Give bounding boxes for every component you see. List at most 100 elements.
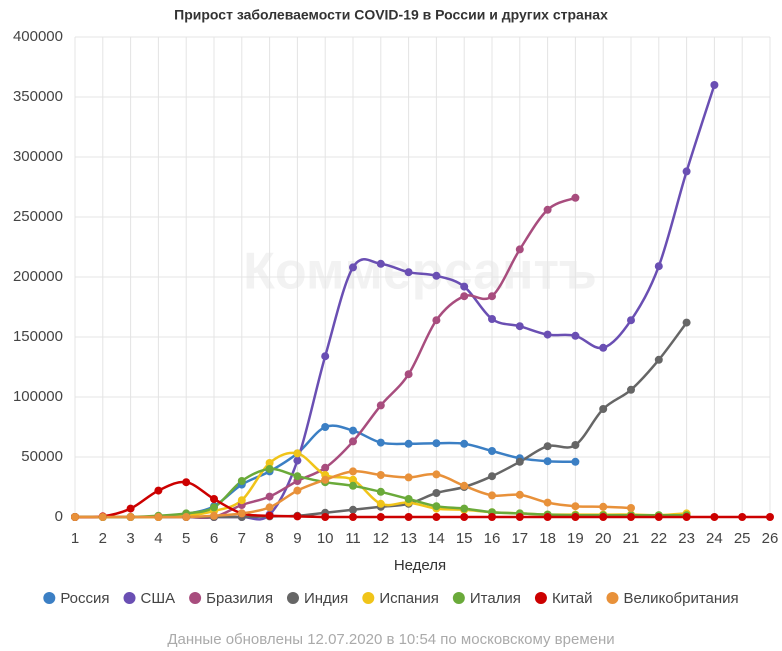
data-point	[404, 370, 413, 379]
y-tick-label: 400000	[13, 28, 63, 45]
x-tick-label: 12	[372, 530, 389, 547]
series-line	[75, 84, 716, 521]
data-point	[404, 268, 413, 277]
data-point	[349, 437, 357, 446]
data-point	[627, 504, 635, 512]
data-point	[293, 486, 302, 495]
data-point	[265, 492, 274, 501]
data-point	[404, 473, 413, 482]
data-point	[599, 405, 608, 413]
data-point	[599, 513, 608, 521]
legend-item: Индия	[286, 590, 348, 607]
y-tick-label: 300000	[13, 148, 63, 165]
data-point	[432, 489, 441, 497]
data-point	[349, 475, 357, 484]
data-point	[265, 459, 274, 467]
data-point	[210, 511, 218, 520]
data-point	[654, 513, 663, 521]
x-tick-label: 18	[539, 530, 556, 547]
x-tick-label: 22	[650, 530, 667, 547]
data-point	[460, 292, 469, 301]
data-point	[571, 513, 580, 521]
data-point	[349, 505, 357, 514]
watermark: Коммерсантъ	[243, 243, 597, 301]
data-point	[349, 481, 357, 490]
data-point	[376, 259, 385, 268]
data-point	[404, 513, 413, 521]
data-point	[349, 263, 357, 272]
data-point	[599, 502, 608, 511]
legend-label: Бразилия	[206, 590, 273, 607]
y-tick-label: 150000	[13, 328, 63, 345]
data-point	[126, 504, 135, 513]
data-point	[71, 513, 79, 521]
data-point	[404, 439, 413, 448]
data-point	[460, 282, 469, 291]
y-tick-label: 250000	[13, 208, 63, 225]
data-point	[376, 487, 385, 496]
data-point	[682, 318, 691, 327]
x-tick-label: 26	[762, 530, 779, 547]
data-point	[265, 465, 274, 473]
data-point	[543, 457, 552, 466]
data-point	[627, 513, 635, 521]
legend-label: Китай	[552, 590, 593, 607]
data-point	[321, 463, 330, 472]
footnote: Данные обновлены 12.07.2020 в 10:54 по м…	[167, 631, 614, 648]
x-tick-label: 25	[734, 530, 751, 547]
data-point	[293, 456, 302, 465]
data-point	[460, 513, 469, 521]
data-point	[488, 315, 496, 323]
legend-item: Бразилия	[189, 590, 273, 607]
data-point	[98, 513, 107, 521]
x-tick-label: 1	[71, 530, 79, 547]
data-point	[515, 457, 524, 466]
data-point	[543, 498, 552, 507]
x-tick-label: 7	[238, 530, 246, 547]
x-tick-label: 20	[595, 530, 612, 547]
data-point	[293, 512, 302, 521]
data-point	[321, 513, 330, 521]
legend-item: Великобритания	[606, 590, 739, 607]
data-point	[627, 385, 635, 394]
data-point	[682, 513, 691, 521]
data-point	[432, 439, 441, 448]
data-point	[515, 513, 524, 521]
x-tick-label: 24	[706, 530, 723, 547]
data-point	[376, 513, 385, 521]
data-point	[293, 449, 302, 458]
data-point	[321, 352, 330, 361]
data-point	[376, 401, 385, 410]
x-tick-label: 13	[400, 530, 417, 547]
data-point	[182, 513, 191, 521]
x-axis-label: Неделя	[394, 557, 446, 574]
legend-item: США	[123, 590, 175, 607]
legend-label: Испания	[379, 590, 439, 607]
data-point	[710, 513, 719, 521]
data-point	[543, 513, 552, 521]
data-point	[376, 499, 385, 508]
y-tick-label: 50000	[21, 448, 63, 465]
data-point	[515, 245, 524, 254]
data-point	[571, 502, 580, 511]
y-tick-label: 200000	[13, 268, 63, 285]
data-point	[321, 475, 330, 484]
legend-item: Италия	[452, 590, 521, 607]
legend-marker	[534, 592, 547, 604]
x-tick-label: 9	[293, 530, 301, 547]
data-point	[488, 472, 496, 481]
legend-label: Россия	[60, 590, 109, 607]
data-point	[432, 470, 441, 479]
data-point	[515, 490, 524, 499]
data-point	[515, 322, 524, 331]
x-tick-label: 6	[210, 530, 218, 547]
data-point	[571, 441, 580, 449]
data-point	[543, 442, 552, 451]
chart-title: Прирост заболеваемости COVID-19 в России…	[174, 7, 608, 23]
data-point	[571, 193, 580, 202]
grid	[74, 36, 771, 518]
data-point	[488, 447, 496, 455]
data-point	[293, 472, 302, 481]
